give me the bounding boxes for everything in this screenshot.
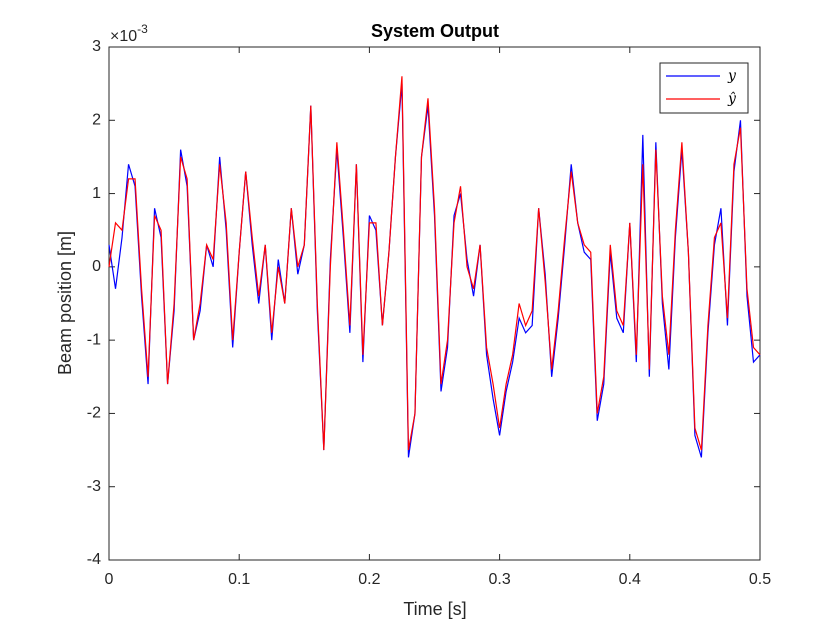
x-tick-label: 0.3 <box>488 571 510 588</box>
y-multiplier-base: ×10 <box>110 28 137 45</box>
legend-box <box>659 62 749 114</box>
x-tick-label: 0.1 <box>228 571 250 588</box>
y-multiplier-exponent: -3 <box>137 22 148 36</box>
x-tick-label: 0.4 <box>619 571 641 588</box>
legend: yŷ <box>659 62 749 114</box>
y-axis-label: Beam position [m] <box>55 231 75 375</box>
x-axis-label: Time [s] <box>403 599 466 619</box>
y-tick-label: 2 <box>92 112 101 129</box>
x-tick-label: 0 <box>105 571 114 588</box>
y-tick-label: 0 <box>92 258 101 275</box>
x-tick-label: 0.2 <box>358 571 380 588</box>
y-multiplier: ×10-3 <box>110 22 148 45</box>
legend-label: y <box>727 68 737 84</box>
y-tick-label: 1 <box>92 185 101 202</box>
y-tick-label: -3 <box>87 478 101 495</box>
y-tick-label: -1 <box>87 331 101 348</box>
legend-label: ŷ <box>727 90 737 107</box>
y-tick-label: 3 <box>92 38 101 55</box>
chart-title: System Output <box>371 21 499 41</box>
y-tick-label: -4 <box>87 551 101 568</box>
x-tick-label: 0.5 <box>749 571 771 588</box>
series-line <box>108 76 761 451</box>
y-tick-label: -2 <box>87 405 101 422</box>
